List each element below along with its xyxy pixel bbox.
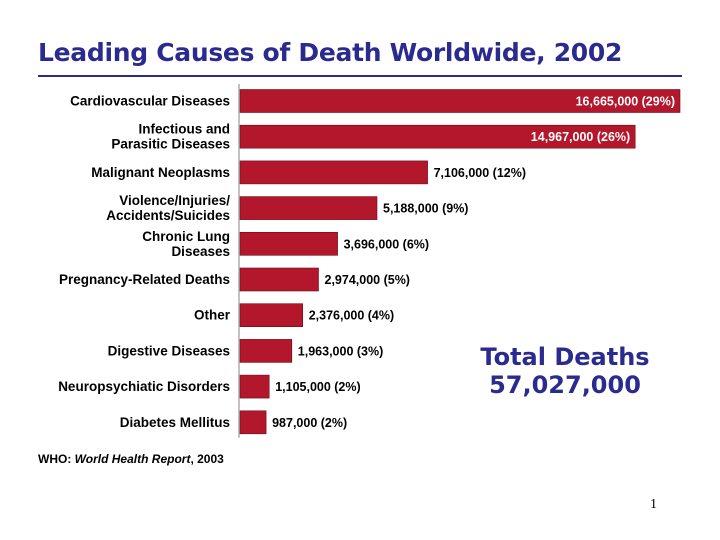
data-label-8: 1,105,000 (2%) xyxy=(275,380,360,394)
data-label-7: 1,963,000 (3%) xyxy=(298,344,383,358)
data-label-0: 16,665,000 (29%) xyxy=(576,95,675,109)
data-label-1: 14,967,000 (26%) xyxy=(531,130,630,144)
bar-4 xyxy=(239,232,338,256)
category-label-7-0: Digestive Diseases xyxy=(108,343,230,358)
category-label-1-1: Parasitic Diseases xyxy=(111,137,230,152)
category-label-4-0: Chronic Lung xyxy=(142,229,230,244)
category-label-0-0: Cardiovascular Diseases xyxy=(70,94,230,109)
source-suffix: , 2003 xyxy=(190,452,224,466)
page-number: 1 xyxy=(650,497,657,512)
source-citation: WHO: World Health Report, 2003 xyxy=(38,452,224,466)
data-label-2: 7,106,000 (12%) xyxy=(434,166,526,180)
category-label-1-0: Infectious and xyxy=(138,122,230,137)
bars-group xyxy=(239,89,681,435)
data-label-4: 3,696,000 (6%) xyxy=(344,237,429,251)
bar-1 xyxy=(239,124,636,149)
bar-2 xyxy=(239,160,428,185)
category-label-6-0: Other xyxy=(194,308,231,323)
total-deaths-annotation: Total Deaths 57,027,000 xyxy=(445,343,685,399)
source-title: World Health Report xyxy=(74,452,191,466)
category-label-3-1: Accidents/Suicides xyxy=(106,208,230,223)
category-label-5-0: Pregnancy-Related Deaths xyxy=(59,272,230,287)
data-label-6: 2,376,000 (4%) xyxy=(309,309,394,323)
bar-0 xyxy=(239,89,681,113)
bar-5 xyxy=(239,267,319,292)
category-label-4-1: Diseases xyxy=(171,244,230,259)
bar-8 xyxy=(239,374,270,399)
category-label-2-0: Malignant Neoplasms xyxy=(91,165,230,180)
source-prefix: WHO: xyxy=(38,452,75,466)
total-deaths-value: 57,027,000 xyxy=(489,371,641,399)
category-labels: Cardiovascular Diseases Infectious andPar… xyxy=(58,94,231,430)
bar-7 xyxy=(239,339,293,363)
chart-title: Leading Causes of Death Worldwide, 2002 xyxy=(38,38,623,67)
data-labels: 16,665,000 (29%) 14,967,000 (26%) 7,106,00… xyxy=(272,95,675,430)
title-divider xyxy=(38,75,682,77)
data-label-5: 2,974,000 (5%) xyxy=(325,273,410,287)
bar-9 xyxy=(239,410,267,435)
category-label-3-0: Violence/Injuries/ xyxy=(119,193,230,208)
category-label-9-0: Diabetes Mellitus xyxy=(120,415,230,430)
bar-6 xyxy=(239,303,304,327)
bar-chart: Cardiovascular Diseases Infectious andPar… xyxy=(58,84,681,438)
data-label-9: 987,000 (2%) xyxy=(272,416,347,430)
total-deaths-label: Total Deaths xyxy=(480,343,650,371)
bar-3 xyxy=(239,196,378,220)
category-label-8-0: Neuropsychiatic Disorders xyxy=(58,379,230,394)
data-label-3: 5,188,000 (9%) xyxy=(383,202,468,216)
